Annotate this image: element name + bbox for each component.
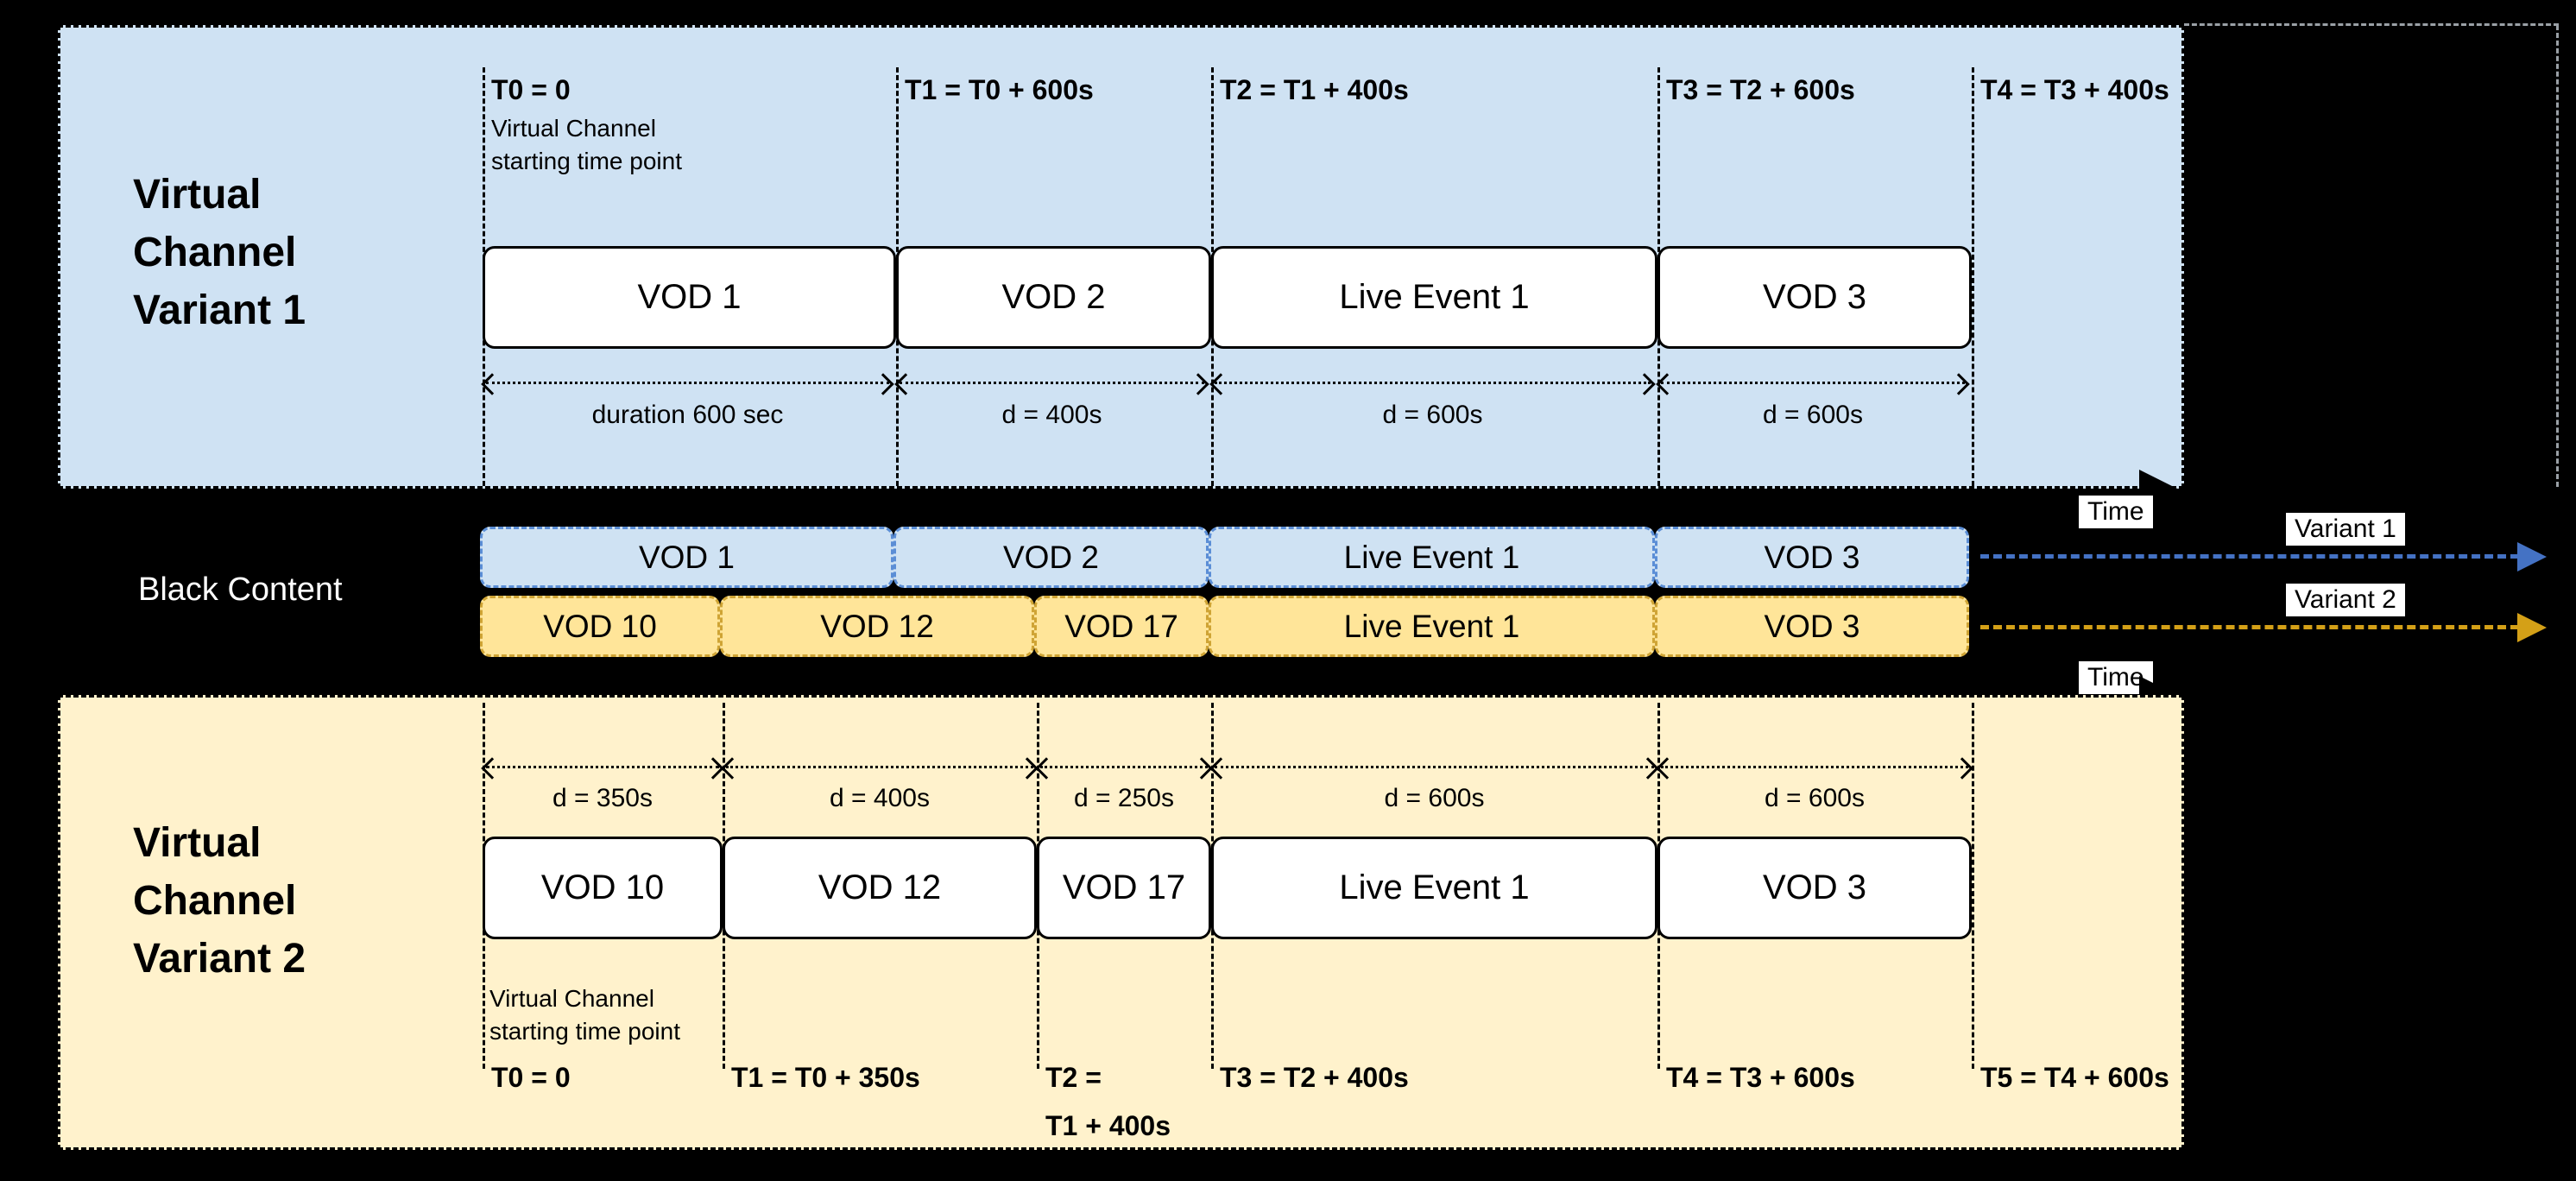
variant2-title-line3: Variant 2 [133, 936, 306, 982]
strip2-vod3-label: VOD 3 [1764, 608, 1860, 644]
variant1-duration-arrow-2 [900, 382, 1204, 384]
variant2-box-vod17-label: VOD 17 [1062, 868, 1186, 906]
strip2-vod17-label: VOD 17 [1064, 608, 1178, 644]
variant2-box-vod17: VOD 17 [1037, 837, 1211, 939]
variant1-t4-label: T4 = T3 + 400s [1980, 74, 2169, 105]
variant1-box-vod2-label: VOD 2 [1001, 278, 1106, 316]
strip1-vod2: VOD 2 [893, 527, 1209, 588]
variant1-box-live-event1: Live Event 1 [1211, 246, 1657, 349]
variant1-start-note-line2: starting time point [491, 147, 682, 174]
variant2-duration-label-4: d = 600s [1384, 784, 1485, 812]
variant2-start-note: Virtual Channel starting time point [489, 982, 680, 1048]
variant2-t2-label: T2 = T1 + 400s [1045, 1062, 1171, 1141]
variant2-t3-label: T3 = T2 + 400s [1220, 1062, 1409, 1093]
variant2-title-line1: Virtual [133, 820, 262, 866]
variant2-box-vod3-label: VOD 3 [1762, 868, 1867, 906]
strip1-live-event1: Live Event 1 [1209, 527, 1655, 588]
variant1-t4-line [1972, 67, 1974, 486]
variant2-duration-arrow-2 [726, 766, 1033, 768]
variant2-arrow-line [1980, 625, 2519, 629]
variant1-box-vod3-label: VOD 3 [1762, 278, 1867, 316]
variant1-box-vod1: VOD 1 [483, 246, 896, 349]
variant2-duration-arrow-5 [1661, 766, 1968, 768]
variant1-t1-label: T1 = T0 + 600s [905, 74, 1094, 105]
variant2-duration-arrow-1 [486, 766, 719, 768]
strip2-vod12-label: VOD 12 [820, 608, 934, 644]
variant1-time-axis-label: Time [2079, 496, 2153, 528]
strip1-vod1-label: VOD 1 [638, 539, 736, 575]
variant2-box-vod12-label: VOD 12 [818, 868, 942, 906]
variant2-time-axis-label: Time [2079, 661, 2153, 694]
variant2-panel-title: Virtual Channel Variant 2 [133, 814, 306, 988]
variant2-duration-label-3: d = 250s [1074, 784, 1174, 812]
variant1-title-line2: Channel [133, 230, 297, 276]
variant1-duration-label-2: d = 400s [1001, 401, 1102, 429]
strip2-vod3: VOD 3 [1655, 596, 1969, 657]
variant1-duration-label-4: d = 600s [1763, 401, 1863, 429]
variant2-panel: Virtual Channel Variant 2 d = 350s d = 4… [58, 695, 2184, 1150]
strip2-vod17: VOD 17 [1034, 596, 1209, 657]
variant2-duration-arrow-3 [1040, 766, 1208, 768]
variant2-duration-arrow-4 [1215, 766, 1654, 768]
strip1-vod1: VOD 1 [480, 527, 893, 588]
variant1-box-vod2: VOD 2 [896, 246, 1211, 349]
variant2-duration-label-5: d = 600s [1765, 784, 1865, 812]
variant2-start-note-line2: starting time point [489, 1017, 680, 1045]
variant1-t3-label: T3 = T2 + 600s [1666, 74, 1855, 105]
strip1-vod3-label: VOD 3 [1764, 539, 1860, 575]
variant1-arrow-label: Variant 1 [2286, 513, 2405, 546]
right-border-extension-line [2556, 25, 2559, 487]
variant2-box-live-event1: Live Event 1 [1211, 837, 1657, 939]
variant2-box-vod12: VOD 12 [723, 837, 1037, 939]
variant2-t0-label: T0 = 0 [491, 1062, 571, 1093]
variant1-start-note: Virtual Channel starting time point [491, 112, 682, 178]
variant2-t5-line [1972, 703, 1974, 1069]
variant1-start-note-line1: Virtual Channel [491, 115, 656, 142]
variant2-t5-label: T5 = T4 + 600s [1980, 1062, 2169, 1093]
strip2-vod10-label: VOD 10 [543, 608, 657, 644]
black-content-label: Black Content [138, 572, 343, 608]
variant1-panel: Virtual Channel Variant 1 T0 = 0 T1 = T0… [58, 25, 2184, 489]
variant1-box-vod1-label: VOD 1 [637, 278, 742, 316]
variant1-t0-label: T0 = 0 [491, 74, 571, 105]
variant1-arrow-line [1980, 554, 2519, 559]
variant2-title-line2: Channel [133, 878, 297, 925]
strip1-vod3: VOD 3 [1655, 527, 1969, 588]
variant1-box-vod3: VOD 3 [1657, 246, 1972, 349]
variant2-duration-label-1: d = 350s [552, 784, 653, 812]
variant2-box-vod10-label: VOD 10 [540, 868, 665, 906]
variant1-title-line3: Variant 1 [133, 287, 306, 334]
variant1-box-live-event1-label: Live Event 1 [1339, 278, 1530, 316]
strip1-live-event1-label: Live Event 1 [1343, 539, 1520, 575]
variant1-arrow-head [2517, 542, 2547, 572]
variant1-duration-label-1: duration 600 sec [591, 401, 784, 429]
variant2-t1-label: T1 = T0 + 350s [731, 1062, 920, 1093]
variant1-panel-title: Virtual Channel Variant 1 [133, 166, 306, 340]
strip2-vod10: VOD 10 [480, 596, 720, 657]
variant2-t4-label: T4 = T3 + 600s [1666, 1062, 1855, 1093]
variant1-t2-label: T2 = T1 + 400s [1220, 74, 1409, 105]
variant2-arrow-head [2517, 613, 2547, 642]
strip1-vod2-label: VOD 2 [1002, 539, 1100, 575]
variant2-box-vod3: VOD 3 [1657, 837, 1972, 939]
variant1-duration-label-3: d = 600s [1382, 401, 1483, 429]
strip2-vod12: VOD 12 [720, 596, 1034, 657]
strip2-live-event1-label: Live Event 1 [1343, 608, 1520, 644]
variant1-duration-arrow-1 [486, 382, 889, 384]
variant1-duration-arrow-4 [1661, 382, 1965, 384]
variant2-box-live-event1-label: Live Event 1 [1339, 868, 1530, 906]
strip2-live-event1: Live Event 1 [1209, 596, 1655, 657]
top-border-extension-line [2184, 23, 2559, 26]
variant2-start-note-line1: Virtual Channel [489, 985, 654, 1012]
variant2-box-vod10: VOD 10 [483, 837, 723, 939]
variant2-arrow-label: Variant 2 [2286, 584, 2405, 616]
variant1-duration-arrow-3 [1215, 382, 1651, 384]
variant1-title-line1: Virtual [133, 172, 262, 218]
variant2-duration-label-2: d = 400s [830, 784, 930, 812]
